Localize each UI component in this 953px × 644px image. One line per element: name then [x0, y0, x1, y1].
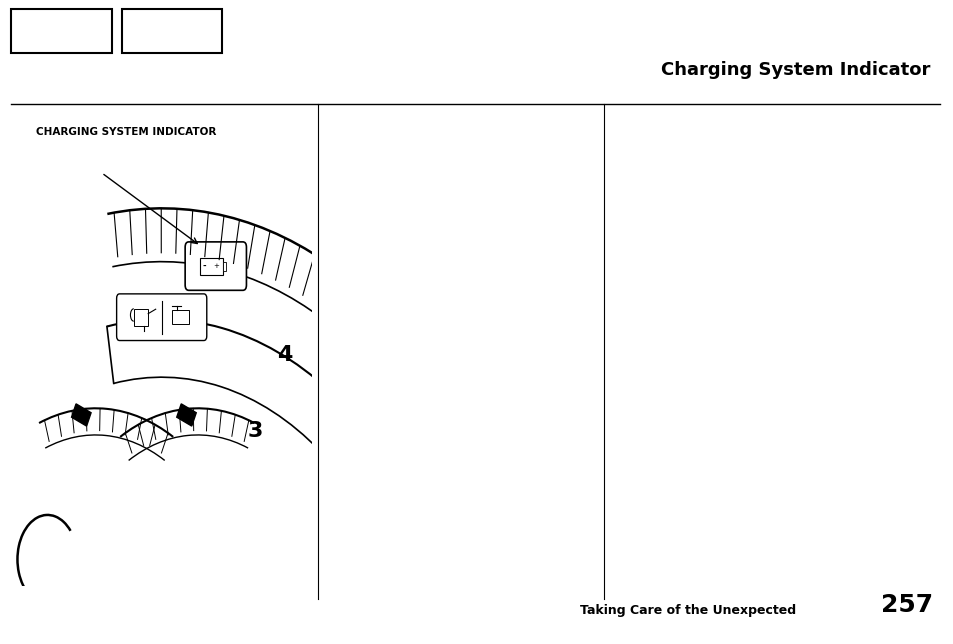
Text: Taking Care of the Unexpected: Taking Care of the Unexpected: [579, 604, 796, 617]
Text: CHARGING SYSTEM INDICATOR: CHARGING SYSTEM INDICATOR: [36, 126, 216, 137]
Text: 257: 257: [880, 593, 932, 617]
Bar: [11, 9, 112, 53]
Bar: [122, 9, 222, 53]
Text: Charging System Indicator: Charging System Indicator: [660, 61, 929, 79]
